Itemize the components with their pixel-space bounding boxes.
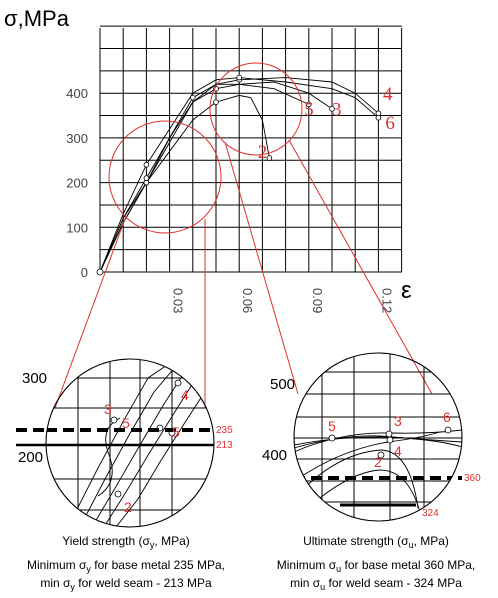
- yield-label-3: 3: [104, 401, 112, 417]
- yield-caption: Yield strength (σy, MPa): [62, 534, 190, 550]
- x-tick-0.03: 0.03: [171, 288, 186, 313]
- ultimate-note-line-2: min σu for weld seam - 324 MPa: [290, 576, 462, 592]
- ultimate-caption: Ultimate strength (σu, MPa): [303, 534, 449, 550]
- y-tick-100: 100: [66, 220, 88, 235]
- marker-2-2: [266, 155, 273, 161]
- marker-2-1: [213, 99, 219, 105]
- x-tick-0.12: 0.12: [379, 288, 394, 313]
- ultimate-tick-500: 500: [270, 376, 295, 393]
- ultimate-label-5: 5: [328, 418, 336, 434]
- yield-zoom-circle: [108, 120, 222, 234]
- x-axis-title: ε: [401, 277, 412, 304]
- curve-labels: 2 5 3 4 6: [258, 84, 395, 163]
- curve-2: [99, 94, 270, 273]
- yield-label-4: 4: [181, 387, 189, 403]
- curve-6: [99, 77, 379, 273]
- ultimate-zoom-circle: [209, 62, 303, 156]
- marker-5-1: [190, 94, 196, 101]
- ultimate-tick-400: 400: [262, 447, 287, 464]
- ultimate-zoom: 500 400 360 324 5 3 6 4 2: [262, 352, 481, 522]
- curve-label-4: 4: [383, 84, 393, 105]
- yield-value-235: 235: [216, 425, 233, 436]
- ultimate-label-4: 4: [394, 443, 402, 459]
- curve-label-3: 3: [332, 100, 342, 121]
- yield-tick-200: 200: [18, 449, 43, 466]
- yield-tick-300: 300: [22, 370, 47, 387]
- marker-6-0: [143, 161, 150, 168]
- yield-connector-left: [54, 218, 126, 409]
- y-tick-labels: 0 100 200 300 400: [66, 86, 88, 280]
- ultimate-label-6: 6: [443, 409, 451, 425]
- ultimate-zoom-curves: [294, 426, 462, 513]
- origin-marker: [96, 268, 104, 276]
- yield-label-2: 2: [124, 499, 132, 515]
- marker-5-0: [143, 175, 150, 181]
- yield-note-line-1: Minimum σy for base metal 235 MPa,: [27, 558, 225, 574]
- curve-label-5: 5: [304, 100, 314, 121]
- ultimate-connector-left: [224, 141, 299, 395]
- yield-value-213: 213: [216, 440, 233, 451]
- ultimate-value-360: 360: [464, 473, 481, 484]
- ultimate-note-line-1: Minimum σu for base metal 360 MPa,: [277, 558, 476, 574]
- ultimate-value-324: 324: [422, 508, 439, 519]
- curve-5: [99, 83, 309, 273]
- y-tick-0: 0: [81, 265, 88, 280]
- x-tick-0.09: 0.09: [310, 288, 325, 313]
- y-tick-200: 200: [66, 176, 88, 191]
- y-axis-title: σ,MPa: [4, 6, 70, 31]
- yield-zoom: 300 200 235 213 3 5 4 5 2: [16, 358, 233, 528]
- yield-note-line-2: min σy for weld seam - 213 MPa: [40, 576, 212, 592]
- marker-3-2: [329, 106, 335, 112]
- yield-label-5a: 5: [122, 415, 130, 431]
- ultimate-connector-right: [288, 139, 433, 395]
- yield-zoom-curves: [67, 359, 207, 527]
- marker-6-2: [375, 114, 382, 121]
- marker-6-1: [236, 74, 243, 81]
- ultimate-label-2: 2: [374, 454, 382, 470]
- y-tick-400: 400: [66, 86, 88, 101]
- x-tick-labels: 0.03 0.06 0.09 0.12: [171, 288, 395, 313]
- marker-5-2: [305, 101, 312, 108]
- x-tick-0.06: 0.06: [240, 288, 255, 313]
- main-grid: [99, 25, 403, 273]
- ultimate-label-3: 3: [394, 413, 402, 429]
- yield-label-5b: 5: [172, 424, 180, 440]
- y-tick-300: 300: [66, 131, 88, 146]
- curve-label-2: 2: [258, 142, 268, 163]
- main-markers: [96, 74, 382, 276]
- curve-label-6: 6: [385, 113, 395, 134]
